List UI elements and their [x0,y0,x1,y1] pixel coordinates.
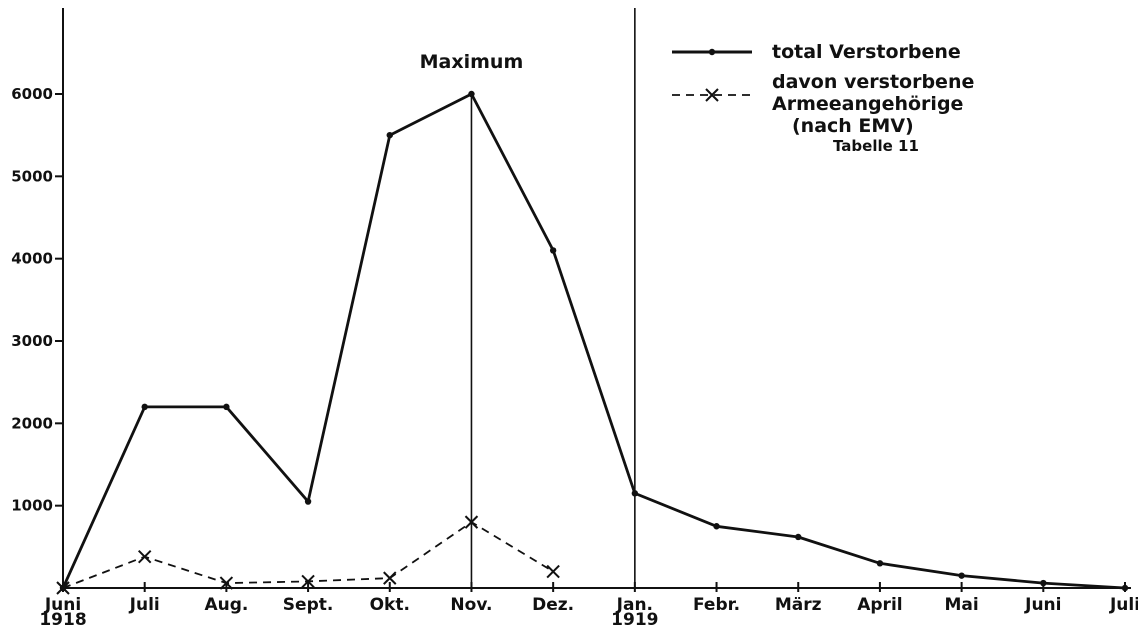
data-point-x [137,550,152,564]
x-tick-label: Juni [1024,595,1061,615]
data-point-dot [631,490,639,497]
data-point-dot [141,403,148,411]
legend: total Verstorbene davon verstorbeneArmeea… [672,41,974,155]
x-tick-label: Sept. [283,595,334,615]
legend-label: (nach EMV) [792,115,914,137]
data-point-dot [958,572,965,579]
data-point-dot [304,498,312,505]
y-tick-label: 2000 [11,414,53,432]
data-point-dot [468,90,475,98]
x-tick-label: Okt. [370,595,410,615]
data-point-dot [386,131,393,139]
data-point-dot [1121,584,1129,592]
y-tick-label: 3000 [11,332,53,350]
data-point-x [219,576,234,590]
x-marker-stroke [219,576,234,590]
series-group [56,90,1129,595]
x-tick-label: Aug. [204,595,248,615]
vertical-marker-lines [470,8,636,588]
x-tick-label: März [775,595,822,615]
data-point-dot [223,403,230,411]
x-tick-label: April [857,595,902,615]
legend-swatch-dot [708,48,716,56]
data-point-dot [713,523,720,530]
series-line [62,521,554,589]
data-point-dot [1040,579,1047,587]
x-tick-label: Juli [129,595,160,615]
y-tick-label: 4000 [11,250,53,268]
data-point-x [464,515,479,529]
legend-label: total Verstorbene [772,41,961,63]
y-tick-label: 5000 [11,167,53,185]
x-tick-label: Juli [1109,595,1138,615]
legend-label: Armeeangehörige [772,93,963,115]
y-tick-label: 1000 [11,497,53,515]
data-point-x [546,564,560,579]
data-point-dot [876,560,884,567]
data-point-x [56,581,70,595]
y-axis-ticks: 1000 2000 3000 4000 5000 6000 [11,85,63,515]
axes [61,8,1131,589]
series-line [61,92,1126,590]
x-tick-label: Jan. [616,595,653,615]
x-marker-stroke [137,550,152,564]
x-tick-label: 1918 [39,610,86,630]
data-point-dot [549,247,557,254]
x-marker-stroke [56,581,70,595]
x-tick-label: Juni [44,595,81,615]
x-marker-stroke [546,564,560,579]
x-tick-label: Dez. [532,595,574,615]
x-tick-label: Mai [945,595,979,615]
legend-swatch-x [705,88,719,102]
data-point-x [301,574,315,589]
legend-label: Tabelle 11 [833,137,919,155]
x-marker-stroke [383,571,397,585]
x-marker-stroke [464,515,479,529]
maximum-annotation: Maximum [420,51,524,73]
y-tick-label: 6000 [11,85,53,103]
data-point-x [383,571,397,585]
x-tick-label: 1919 [611,610,658,630]
data-point-dot [795,533,802,541]
x-tick-label: Nov. [450,595,492,615]
annotations: Maximum [420,51,524,73]
x-tick-label: Febr. [693,595,740,615]
x-marker-stroke [301,574,315,589]
legend-label: davon verstorbene [772,71,974,93]
